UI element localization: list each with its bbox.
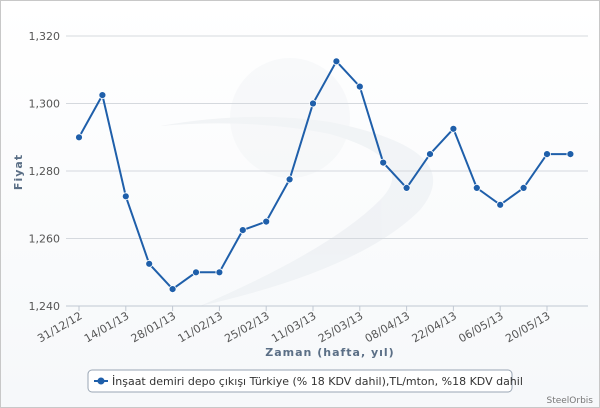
data-point[interactable]: [355, 82, 364, 91]
x-axis-labels: 31/12/1214/01/1328/01/1311/02/1325/02/13…: [35, 309, 552, 345]
x-tick-label: 25/02/13: [222, 309, 271, 345]
data-point[interactable]: [238, 226, 247, 235]
x-tick-label: 06/05/13: [456, 309, 505, 345]
data-point[interactable]: [449, 124, 458, 133]
watermark-logo: [160, 58, 434, 306]
x-tick-label: 31/12/12: [35, 309, 84, 345]
data-point[interactable]: [192, 268, 200, 277]
data-point[interactable]: [496, 200, 505, 209]
data-point[interactable]: [215, 268, 224, 277]
data-point[interactable]: [98, 91, 107, 99]
data-point[interactable]: [262, 217, 271, 226]
data-point[interactable]: [379, 158, 388, 167]
x-tick-label: 11/02/13: [176, 309, 225, 345]
data-point[interactable]: [145, 259, 154, 268]
y-axis-labels: 1,240 1,260 1,280 1,300 1,320: [29, 30, 61, 313]
x-tick-label: 14/01/13: [82, 309, 131, 345]
y-tick-label: 1,280: [29, 165, 61, 178]
data-point[interactable]: [566, 150, 575, 159]
legend-marker-symbol: [97, 377, 105, 385]
x-tick-label: 25/03/13: [316, 309, 365, 345]
legend-box: [87, 369, 513, 393]
x-tick-label: 08/04/13: [363, 309, 412, 345]
data-point[interactable]: [332, 57, 341, 66]
x-tick-label: 28/01/13: [129, 309, 178, 345]
data-point[interactable]: [472, 183, 481, 192]
x-tick-label: 22/04/13: [410, 309, 459, 345]
y-axis-title: Fiyat: [12, 154, 25, 190]
y-tick-label: 1,320: [29, 30, 61, 43]
x-axis-title: Zaman (hafta, yıl): [265, 346, 394, 359]
data-point[interactable]: [75, 133, 83, 142]
data-point[interactable]: [402, 183, 411, 192]
series-line: [78, 59, 571, 291]
data-point[interactable]: [519, 183, 528, 192]
data-point[interactable]: [309, 99, 317, 108]
x-axis-ticks: [78, 306, 548, 311]
y-tick-label: 1,240: [29, 300, 61, 313]
data-point[interactable]: [121, 192, 130, 201]
x-tick-label: 11/03/13: [269, 309, 318, 345]
data-point[interactable]: [285, 175, 294, 184]
data-point[interactable]: [168, 285, 177, 294]
data-point[interactable]: [426, 150, 434, 159]
credit-label[interactable]: SteelOrbis: [546, 396, 593, 406]
y-tick-label: 1,300: [29, 98, 61, 111]
legend-item-label: İnşaat demiri depo çıkışı Türkiye (% 18 …: [112, 375, 523, 388]
y-tick-label: 1,260: [29, 233, 61, 246]
data-point[interactable]: [543, 150, 551, 159]
x-tick-label: 20/05/13: [503, 309, 552, 345]
legend[interactable]: İnşaat demiri depo çıkışı Türkiye (% 18 …: [87, 369, 523, 393]
series-markers: [75, 57, 575, 294]
